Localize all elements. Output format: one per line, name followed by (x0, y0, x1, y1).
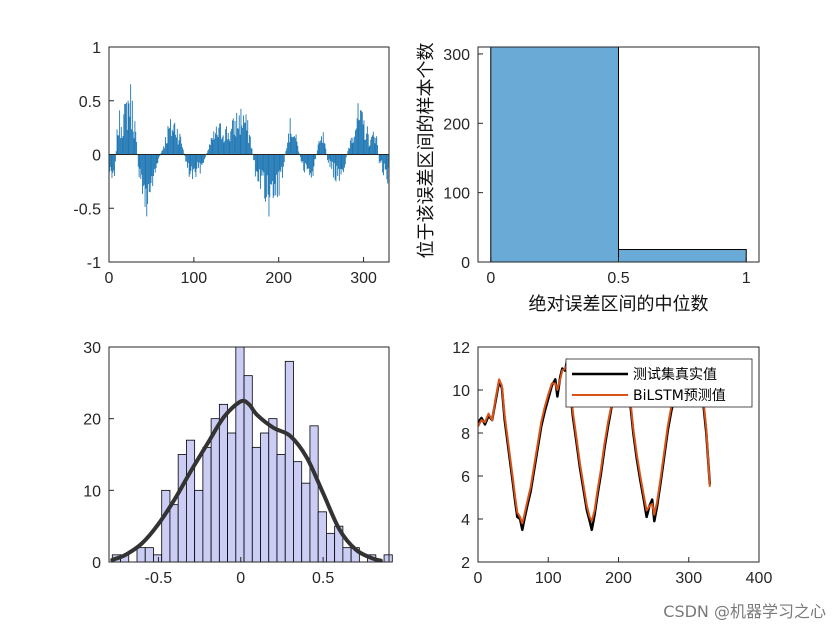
error-hist-bar (309, 425, 319, 563)
x-tick-label: 0.5 (607, 270, 629, 287)
error-bars (108, 84, 390, 217)
x-tick-label: 300 (350, 270, 377, 287)
error-hist-bar (235, 346, 245, 563)
y-tick-label: -0.5 (73, 201, 101, 218)
y-tick-label: 200 (443, 116, 470, 133)
error-hist-bar (383, 554, 393, 563)
error-hist-bar (227, 432, 237, 563)
prediction-compare-plot: 0 100 200 300 400 2 4 6 8 10 12 测试集真实值 BiLSTM预测值 (452, 340, 772, 587)
error-hist-bar (153, 554, 163, 563)
y-tick-label: 2 (461, 555, 470, 572)
error-hist-bar (317, 511, 327, 563)
x-tick-label: 0 (236, 570, 245, 587)
y-tick-label: 10 (83, 483, 101, 500)
x-tick-label: 200 (265, 270, 292, 287)
error-plot: 0 100 200 300 -1 -0.5 0 0.5 1 (73, 40, 390, 287)
y-tick-label: 300 (443, 47, 470, 64)
y-tick-label: 4 (461, 512, 470, 529)
kde-curve (110, 398, 383, 563)
watermark: CSDN @机器学习之心 (663, 602, 826, 621)
legend: 测试集真实值 BiLSTM预测值 (565, 358, 753, 408)
abs-error-ticks: 0 0.5 1 0 100 200 300 (443, 47, 750, 287)
abs-error-histogram: 0 0.5 1 0 100 200 300 绝对误差区间的中位数 位于该误差区间的样本个数 (416, 43, 760, 315)
abs-error-bar (618, 249, 747, 263)
error-hist-bar (202, 446, 212, 563)
error-hist-bar (251, 446, 261, 563)
x-tick-label: 100 (180, 270, 207, 287)
error-hist-bar (301, 482, 311, 563)
y-tick-label: 30 (83, 340, 101, 357)
error-hist-bar (169, 504, 179, 563)
abs-error-ylabel: 位于该误差区间的样本个数 (416, 43, 437, 259)
error-plot-ticks: 0 100 200 300 -1 -0.5 0 0.5 1 (73, 40, 377, 287)
error-hist-bar (268, 418, 278, 563)
error-hist-bar (326, 532, 336, 563)
y-tick-label: 0.5 (79, 94, 101, 111)
error-hist-bar (161, 489, 171, 563)
error-hist-bar (136, 547, 146, 563)
error-hist-bar (177, 454, 187, 563)
error-hist-bar (293, 461, 303, 563)
legend-pred-label: BiLSTM预测值 (633, 388, 726, 404)
y-tick-label: 10 (452, 383, 470, 400)
y-tick-label: -1 (87, 255, 101, 272)
error-hist-bar (194, 489, 204, 563)
error-hist-ticks: -0.5 0 0.5 0 10 20 30 (83, 340, 334, 587)
legend-box (565, 358, 753, 408)
abs-error-bars (490, 46, 747, 263)
abs-error-bar (490, 46, 620, 263)
x-tick-label: 1 (742, 270, 751, 287)
prediction-ticks: 0 100 200 300 400 2 4 6 8 10 12 (452, 340, 772, 587)
x-tick-label: 200 (605, 570, 632, 587)
x-tick-label: 0 (474, 570, 483, 587)
y-tick-label: 6 (461, 469, 470, 486)
y-tick-label: 12 (452, 340, 470, 357)
error-hist-bar (186, 439, 196, 563)
x-tick-label: -0.5 (145, 570, 173, 587)
error-hist-bar (284, 360, 294, 563)
error-hist-bar (276, 454, 286, 563)
bilstm-prediction-line (478, 363, 711, 525)
x-tick-label: 100 (535, 570, 562, 587)
legend-true-label: 测试集真实值 (633, 366, 717, 383)
x-tick-label: 0 (486, 270, 495, 287)
y-tick-label: 1 (92, 40, 101, 57)
x-tick-label: 0.5 (312, 570, 334, 587)
y-tick-label: 0 (461, 255, 470, 272)
error-hist-frame (108, 346, 390, 563)
error-hist-bar (210, 418, 220, 563)
y-tick-label: 100 (443, 186, 470, 203)
y-tick-label: 0 (92, 148, 101, 165)
x-tick-label: 400 (746, 570, 773, 587)
y-tick-label: 8 (461, 426, 470, 443)
x-tick-label: 0 (105, 270, 114, 287)
error-hist-bar (218, 403, 228, 563)
error-hist-bar (144, 547, 154, 563)
y-tick-label: 20 (83, 412, 101, 429)
error-histogram-kde: -0.5 0 0.5 0 10 20 30 (83, 340, 393, 587)
error-hist-bar (342, 547, 352, 563)
y-tick-label: 0 (92, 555, 101, 572)
error-hist-bar (260, 432, 270, 563)
x-tick-label: 300 (675, 570, 702, 587)
abs-error-xlabel: 绝对误差区间的中位数 (529, 294, 709, 315)
